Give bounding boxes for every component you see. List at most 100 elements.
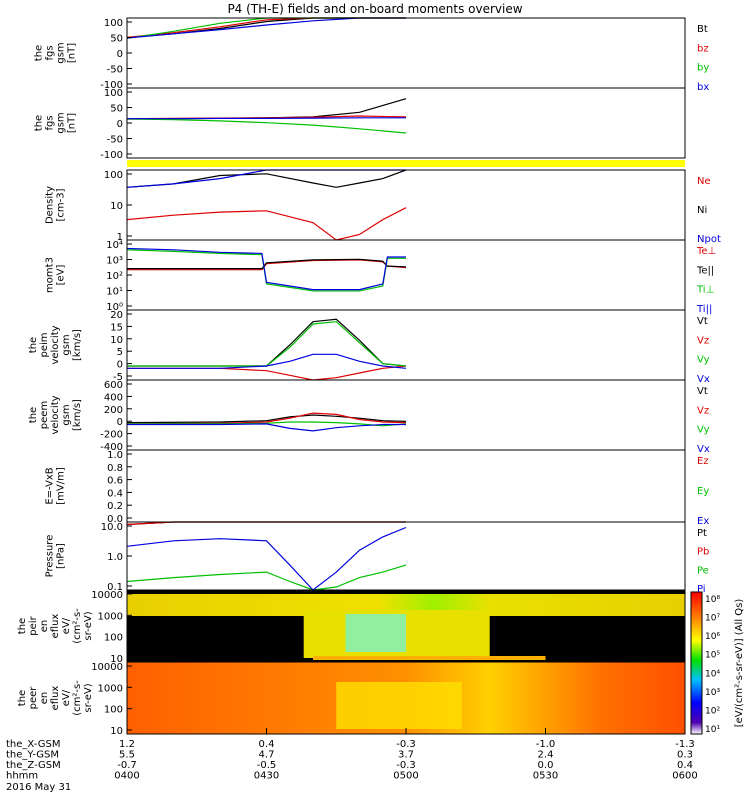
y-tick-label: 100 (104, 88, 123, 99)
y-axis-label: the (34, 45, 45, 61)
chart-title: P4 (TH-E) fields and on-board moments ov… (227, 2, 523, 16)
y-tick-label: -50 (107, 135, 123, 146)
y-axis-label: Density (45, 186, 56, 224)
legend-Npot: Npot (697, 234, 721, 245)
legend-Pe: Pe (697, 565, 709, 576)
legend-Pi: Pi (697, 584, 706, 595)
panel-moments_temperature: 10⁴ 10³ 10² 10¹ 10⁰ momt3 [eV] Te⊥ Te|| Ti⊥ Ti|| (45, 239, 716, 315)
panel-frame (126, 521, 686, 591)
y-tick-label: 100 (104, 170, 123, 181)
y-tick-label: 0 (117, 49, 123, 60)
orbit-row-value: -1.0 (536, 739, 556, 750)
colorbar: 10⁸ 10⁷ 10⁶ 10⁵ 10⁴ 10³ 10² 10¹ [eV/(cm²-s-sr-eV… (690, 591, 745, 735)
y-tick-label: 10000 (91, 662, 123, 673)
series-line-Npot (126, 169, 406, 188)
y-axis-label: [cm-3] (56, 188, 67, 221)
legend-Vy: Vy (697, 425, 710, 436)
y-tick-label: 400 (104, 392, 123, 403)
series-line-Vt (126, 414, 407, 424)
orbit-row-value: 0430 (254, 771, 279, 782)
legend-Ti⊥: Ti⊥ (696, 285, 714, 296)
y-tick-label: 200 (104, 405, 123, 416)
series-line-trace-2 (126, 118, 407, 134)
series-line-Vy (127, 321, 407, 367)
panel-frame (126, 169, 686, 241)
legend-Ez: Ez (697, 456, 709, 467)
legend-Vx: Vx (697, 374, 710, 385)
legend-Vx: Vx (697, 444, 710, 455)
legend-Vz: Vz (697, 405, 709, 416)
ion-spectrogram-low-energy-band (313, 656, 546, 660)
electron-spectrogram-core (336, 682, 462, 729)
orbit-row-label: the_Y-GSM (6, 750, 59, 761)
y-tick-label: 1000 (98, 683, 123, 694)
legend-bx: bx (697, 82, 709, 93)
y-tick-label: 10.0 (101, 522, 123, 533)
y-tick-label: -100 (100, 80, 123, 91)
y-tick-label: -200 (100, 430, 123, 441)
y-tick-label: 0 (117, 417, 123, 428)
bottom-axis: the_X-GSM 1.2 0.4 -0.3 -1.0 -1.3 the_Y-GSM 5.5 4… (6, 591, 745, 793)
panel-fgs_gsm_detrended: 100 50 0 -50 -100 the fgs gsm [nT] (34, 87, 686, 161)
y-tick-label: 0.1 (107, 582, 123, 593)
y-axis-label: peem (39, 401, 50, 429)
y-tick-label: 15 (110, 322, 123, 333)
y-axis-label: eV/ (61, 689, 72, 706)
series-line-Vz (126, 412, 407, 425)
y-tick-label: 10² (106, 271, 123, 282)
series-line-Vx (127, 353, 407, 369)
orbit-row-value: 3.7 (398, 750, 414, 761)
colorbar-tick-label: 10⁷ (705, 614, 720, 624)
orbit-row-value: -0.3 (396, 739, 416, 750)
y-tick-label: -5 (113, 372, 123, 383)
y-tick-label: -400 (100, 442, 123, 453)
series-line-Ni (126, 169, 407, 188)
y-axis-label: [nPa] (56, 543, 67, 569)
y-axis-label: [nT] (67, 113, 78, 133)
y-tick-label: 100 (104, 633, 123, 644)
y-axis-label: [eV] (56, 265, 67, 286)
series-line-Vx (127, 423, 406, 432)
y-tick-label: 10¹ (106, 287, 123, 298)
y-axis-label: [mV/m] (56, 467, 67, 505)
y-axis-label: momt3 (45, 257, 56, 293)
panel-frame (126, 309, 686, 381)
series-line-Pe (126, 564, 407, 591)
orbit-row-value: 5.5 (119, 750, 135, 761)
y-axis-label: gsm (56, 112, 67, 133)
legend-Vt: Vt (697, 316, 708, 327)
y-axis-label: fgs (45, 115, 56, 130)
colorbar-tick-label: 10¹ (705, 725, 720, 735)
colorbar-tick-label: 10⁵ (705, 651, 720, 661)
y-tick-label: 1000 (98, 611, 123, 622)
orbit-row-value: 1.2 (119, 739, 135, 750)
y-axis-label: [km/s] (72, 399, 83, 431)
legend-bz: bz (697, 43, 709, 54)
orbit-row-value: 0400 (114, 771, 139, 782)
series-line-Ti⊥ (126, 249, 406, 292)
legend-Vt: Vt (697, 386, 708, 397)
y-tick-label: 10 (110, 726, 123, 737)
legend-Te||: Te|| (696, 265, 714, 276)
y-tick-label: -50 (107, 65, 123, 76)
orbit-row-label: hhmm (6, 771, 38, 782)
y-axis-label: eflux (50, 614, 61, 639)
y-axis-label: gsm (56, 42, 67, 63)
y-axis-label: sr-eV) (83, 683, 94, 712)
y-axis-label: velocity (50, 395, 61, 434)
y-axis-label: the (28, 337, 39, 353)
date-label: 2016 May 31 (6, 782, 71, 793)
y-axis-label: eflux (50, 686, 61, 711)
y-axis-label: velocity (50, 325, 61, 364)
y-axis-label: gsm (61, 404, 72, 425)
orbit-row-value: 4.7 (259, 750, 275, 761)
orbit-row-value: 0.0 (538, 760, 554, 771)
y-axis-label: (cm²-s- (72, 608, 83, 644)
panel-fgs_gsm_full: 100 50 0 -50 -100 the fgs gsm [nT] Bt bz by bx (34, 17, 709, 93)
legend-Ni: Ni (697, 205, 707, 216)
orbit-row-value: 0.4 (259, 739, 275, 750)
y-tick-label: 0 (117, 119, 123, 130)
orbit-row-value: 2.4 (538, 750, 554, 761)
